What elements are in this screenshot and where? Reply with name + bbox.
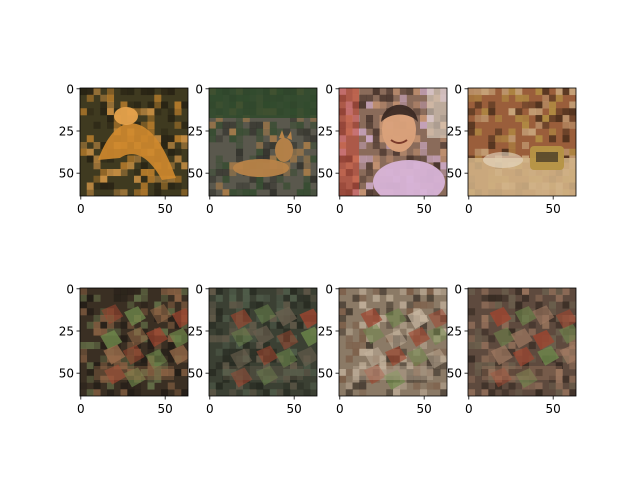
x-tick-label: 50 (158, 202, 173, 216)
x-tick-label: 0 (336, 402, 344, 416)
x-tick-label: 50 (546, 402, 561, 416)
y-tick-label: 25 (447, 124, 462, 138)
y-tick-label: 0 (195, 82, 203, 96)
x-tick-label: 0 (77, 202, 85, 216)
y-tick-label: 50 (447, 167, 462, 181)
panel-image-generated-texture (80, 288, 188, 396)
panel-r0-c2: 0 50 0 25 50 (318, 82, 448, 216)
panel-r1-c0: 0 50 0 25 50 (59, 282, 189, 416)
axes-frame (338, 287, 448, 397)
y-tick-label: 0 (325, 282, 333, 296)
y-tick-label: 0 (195, 282, 203, 296)
panel-image-young-man-smiling-street (339, 88, 447, 196)
axes-frame (467, 87, 577, 197)
axes-frame (79, 287, 189, 397)
x-tick-label: 0 (336, 202, 344, 216)
y-tick-label: 25 (188, 324, 203, 338)
x-tick-label: 50 (546, 202, 561, 216)
x-tick-label: 0 (206, 402, 214, 416)
y-tick-label: 50 (188, 367, 203, 381)
axes-frame (208, 87, 318, 197)
panel-image-dog-lying-on-ground (209, 88, 317, 196)
panel-image-orange-animal-on-moss (80, 88, 188, 196)
panel-r0-c1: 0 50 0 25 50 (188, 82, 318, 216)
x-tick-label: 0 (465, 402, 473, 416)
y-tick-label: 25 (318, 124, 333, 138)
panel-r1-c1: 0 50 0 25 50 (188, 282, 318, 416)
y-tick-label: 50 (447, 367, 462, 381)
panel-image-generated-texture (209, 288, 317, 396)
y-tick-label: 25 (59, 124, 74, 138)
axes-frame (208, 287, 318, 397)
panel-image-generated-texture (339, 288, 447, 396)
y-tick-label: 25 (447, 324, 462, 338)
panel-r1-c2: 0 50 0 25 50 (318, 282, 448, 416)
y-tick-label: 0 (454, 82, 462, 96)
x-tick-label: 50 (158, 402, 173, 416)
axes-frame (338, 87, 448, 197)
x-tick-label: 0 (465, 202, 473, 216)
y-tick-label: 50 (318, 167, 333, 181)
y-tick-label: 50 (188, 167, 203, 181)
y-tick-label: 0 (325, 82, 333, 96)
y-tick-label: 0 (454, 282, 462, 296)
panel-image-generated-texture (468, 288, 576, 396)
panel-r1-c3: 0 50 0 25 50 (447, 282, 577, 416)
panel-image-blurry-object-tabletop (468, 88, 576, 196)
y-tick-label: 25 (318, 324, 333, 338)
x-tick-label: 50 (417, 202, 432, 216)
panel-r0-c0: 0 50 0 25 50 (59, 82, 189, 216)
x-tick-label: 50 (417, 402, 432, 416)
x-tick-label: 50 (287, 202, 302, 216)
x-tick-label: 0 (77, 402, 85, 416)
y-tick-label: 0 (66, 282, 74, 296)
axes-frame (467, 287, 577, 397)
axes-frame (79, 87, 189, 197)
y-tick-label: 50 (318, 367, 333, 381)
y-tick-label: 50 (59, 367, 74, 381)
x-tick-label: 50 (287, 402, 302, 416)
y-tick-label: 0 (66, 82, 74, 96)
x-tick-label: 0 (206, 202, 214, 216)
y-tick-label: 25 (188, 124, 203, 138)
panel-r0-c3: 0 50 0 25 50 (447, 82, 577, 216)
y-tick-label: 50 (59, 167, 74, 181)
y-tick-label: 25 (59, 324, 74, 338)
